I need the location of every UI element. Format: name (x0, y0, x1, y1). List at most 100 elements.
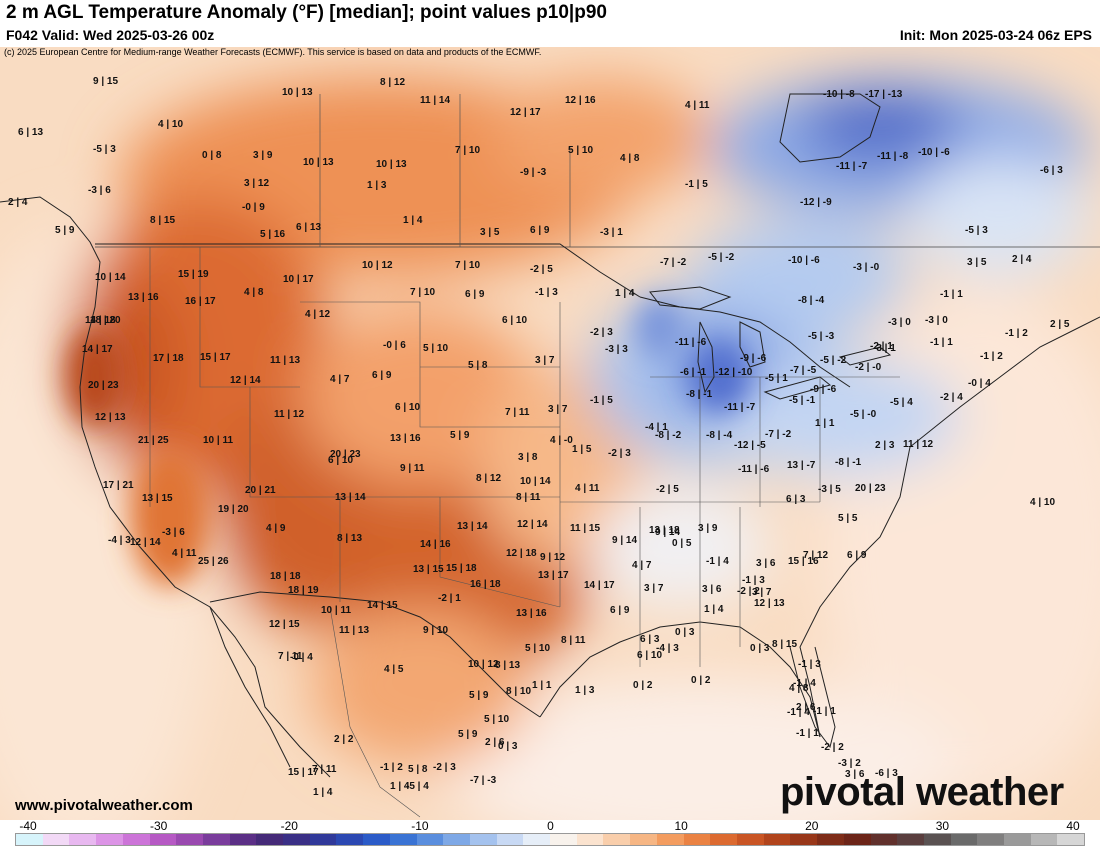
point-value: 3 | 9 (253, 150, 273, 161)
point-value: -1 | 3 (535, 287, 558, 298)
colorbar-swatch (309, 834, 337, 845)
point-value: 15 | 17 (288, 767, 319, 778)
point-value: -11 | -7 (836, 161, 868, 172)
point-value: 3 | 7 (535, 355, 555, 366)
header-bar: 2 m AGL Temperature Anomaly (°F) [median… (0, 0, 1100, 47)
point-value: 3 | 5 (967, 257, 987, 268)
colorbar-swatch (42, 834, 70, 845)
point-value: 4 | -0 (550, 435, 573, 446)
point-value: 15 | 19 (178, 269, 209, 280)
point-value: 5 | 10 (525, 643, 551, 654)
point-value: 20 | 21 (245, 485, 276, 496)
anomaly-map[interactable]: 9 | 15 8 | 12 10 | 13 11 | 14 12 | 17 12 | 16… (0, 47, 1100, 820)
point-value: -2 | 5 (656, 484, 679, 495)
point-value: -1 | 2 (980, 351, 1003, 362)
point-value: 5 | 8 (408, 764, 428, 775)
point-value: -2 | 5 (530, 264, 553, 275)
colorbar-swatch (363, 834, 390, 845)
point-value: 3 | 7 (548, 404, 568, 415)
point-value: 8 | 13 (495, 660, 521, 671)
colorbar-tick-label: -10 (411, 819, 429, 833)
boundaries (0, 93, 1100, 818)
point-value: 20 | 23 (88, 380, 119, 391)
point-value: 18 | 20 (90, 315, 121, 326)
point-value: 14 | 17 (82, 344, 113, 355)
point-value: -3 | 0 (888, 317, 911, 328)
point-value: 8 | 15 (772, 639, 798, 650)
point-value: -6 | -1 (680, 367, 707, 378)
map-title: 2 m AGL Temperature Anomaly (°F) [median… (6, 2, 607, 23)
colorbar-swatch (576, 834, 604, 845)
point-value: 11 | 15 (570, 523, 601, 534)
point-value: 18 | 19 (288, 585, 319, 596)
colorbar-swatch (523, 834, 551, 845)
point-value: 6 | 9 (372, 370, 392, 381)
point-value: 4 | 5 (384, 664, 404, 675)
point-value: 13 | -7 (787, 460, 816, 471)
point-value: 4 | 10 (158, 119, 184, 130)
point-value: 7 | 11 (505, 407, 530, 418)
point-value: 10 | 13 (376, 159, 407, 170)
point-value: 4 | 9 (266, 523, 286, 534)
colorbar-tick-label: 0 (547, 819, 554, 833)
point-value: 1 | 4 (704, 604, 724, 615)
colorbar-swatch (389, 834, 417, 845)
colorbar-swatch (149, 834, 177, 845)
point-value: 13 | 14 (457, 521, 488, 532)
point-value: 12 | 14 (230, 375, 261, 386)
colorbar-swatch (283, 834, 310, 845)
point-value: 13 | 17 (538, 570, 569, 581)
point-value: 2 | 6 (796, 702, 816, 713)
point-value: 7 | 12 (803, 550, 829, 561)
point-value: -1 | 4 (787, 707, 810, 718)
point-value: 6 | 3 (786, 494, 806, 505)
point-value: 5 | 9 (458, 729, 478, 740)
point-value: -0 | 9 (242, 202, 265, 213)
colorbar-swatch (897, 834, 924, 845)
map-canvas (0, 47, 1100, 820)
point-value: -7 | -5 (790, 365, 817, 376)
point-value: 11 | 12 (903, 439, 934, 450)
point-value: 4 | 11 (685, 100, 710, 111)
point-value: 6 | 3 (640, 634, 660, 645)
point-value: -3 | 2 (838, 758, 861, 769)
point-value: 8 | 12 (476, 473, 502, 484)
point-value: -9 | -6 (810, 384, 837, 395)
point-value: 9 | 14 (612, 535, 638, 546)
point-value: 15 | 18 (446, 563, 477, 574)
point-value: -2 | 3 (433, 762, 456, 773)
colorbar-swatch (843, 834, 871, 845)
point-value: 5 | 9 (450, 430, 470, 441)
point-value: 6 | 10 (395, 402, 421, 413)
point-value: -9 | -6 (740, 353, 767, 364)
colorbar-swatch (1057, 834, 1085, 845)
point-value: 17 | 21 (103, 480, 134, 491)
point-value: -0 | 4 (968, 378, 991, 389)
colorbar-tick-label: 30 (935, 819, 950, 833)
point-value: -3 | 6 (162, 527, 185, 538)
point-value: 0 | 2 (633, 680, 653, 691)
point-value: 7 | 10 (410, 287, 436, 298)
point-value: 6 | 9 (847, 550, 867, 561)
point-value: 2 | 4 (1012, 254, 1032, 265)
point-value: -1 | 3 (742, 575, 765, 586)
colorbar-swatch (69, 834, 97, 845)
point-value: 1 | 3 (575, 685, 595, 696)
point-value: 3 | 6 (845, 769, 865, 780)
colorbar-swatch (16, 834, 43, 845)
colorbar-swatch (469, 834, 497, 845)
point-value: -1 | 2 (1005, 328, 1028, 339)
colorbar-swatch (683, 834, 711, 845)
website-link[interactable]: www.pivotalweather.com (15, 797, 193, 814)
colorbar-swatch (630, 834, 657, 845)
point-value: 0 | 3 (750, 643, 770, 654)
point-value: -6 | 3 (875, 768, 898, 779)
colorbar-swatch (817, 834, 844, 845)
point-value: -5 | -2 (820, 355, 847, 366)
point-value: -3 | 1 (600, 227, 623, 238)
point-value: 6 | 9 (610, 605, 630, 616)
point-value: 2 | 5 (1050, 319, 1070, 330)
point-value: -2 | 1 (870, 341, 893, 352)
colorbar-swatch (950, 834, 978, 845)
point-value: 10 | 12 (362, 260, 393, 271)
